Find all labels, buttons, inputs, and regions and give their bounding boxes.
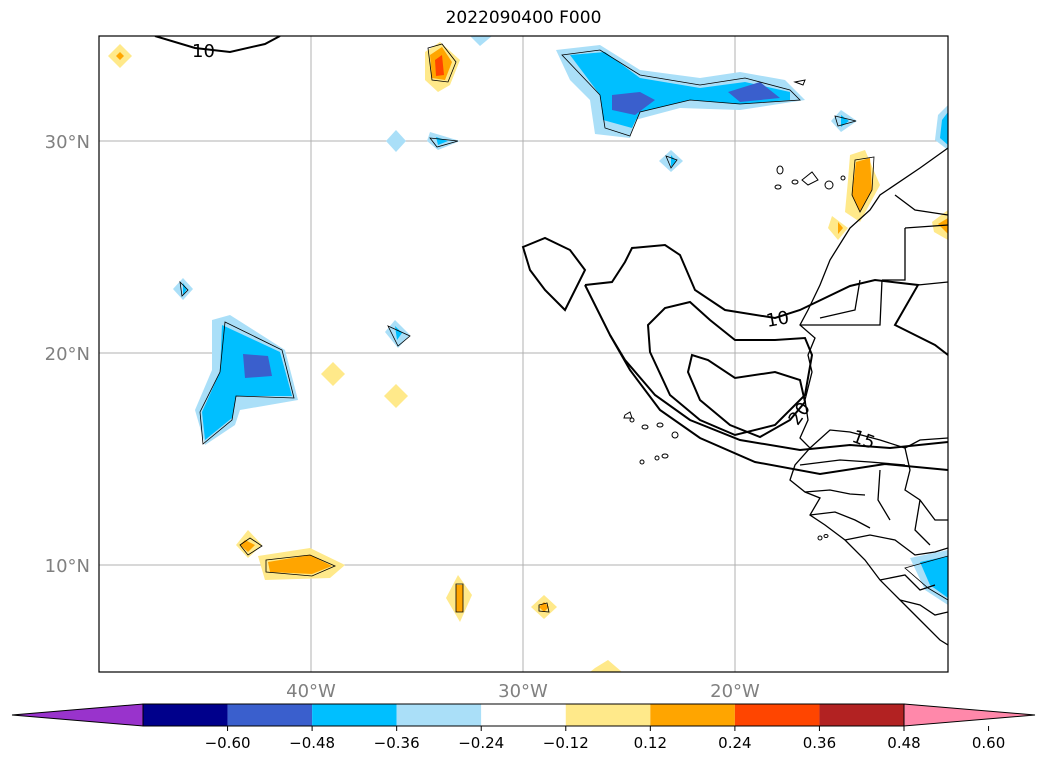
colorbar-box — [143, 704, 228, 726]
negative-anomaly-patches — [173, 36, 948, 605]
colorbar-extend-low — [11, 703, 144, 727]
colorbar-extend-high — [903, 703, 1036, 727]
colorbar-box — [819, 704, 904, 726]
lon-labels: 40°W 30°W 20°W — [286, 681, 760, 702]
anomaly-outlines — [179, 43, 948, 613]
colorbar-tick-label: 0.12 — [634, 734, 667, 752]
colorbar-tick-label: −0.12 — [543, 734, 589, 752]
colorbar-box — [227, 704, 313, 726]
coastlines — [789, 147, 948, 646]
colorbar-tick-label: −0.60 — [205, 734, 251, 752]
colorbar-box — [312, 704, 397, 726]
colorbar-tick-label: 0.36 — [803, 734, 836, 752]
contour-label: 10 — [192, 41, 215, 62]
lat-label-10n: 10°N — [45, 556, 90, 577]
map-title: 2022090400 F000 — [445, 8, 602, 28]
islands — [623, 79, 846, 541]
colorbar-tick-label: −0.36 — [374, 734, 420, 752]
colorbar-tick-label: −0.24 — [458, 734, 504, 752]
colorbar-tick-label: −0.48 — [289, 734, 335, 752]
colorbar-box — [650, 704, 735, 726]
lon-label-20w: 20°W — [710, 681, 760, 702]
colorbar-outline — [142, 703, 905, 727]
colorbar-tick-label: 0.48 — [887, 734, 920, 752]
colorbar-box — [481, 704, 566, 726]
lon-label-40w: 40°W — [286, 681, 336, 702]
colorbar-box — [734, 704, 820, 726]
colorbar-tick-label: 0.24 — [718, 734, 751, 752]
positive-anomaly-patches — [108, 42, 948, 672]
colorbar-tick-label: 0.60 — [972, 734, 1005, 752]
colorbar: −0.60 −0.48 −0.36 −0.24 −0.12 0.12 0.24 0.36 0.4… — [11, 703, 1036, 752]
map-frame — [98, 35, 949, 673]
lat-label-30n: 30°N — [45, 132, 90, 153]
lat-label-20n: 20°N — [45, 344, 90, 365]
lon-label-30w: 30°W — [498, 681, 548, 702]
colorbar-box — [396, 704, 482, 726]
lat-labels: 30°N 20°N 10°N — [45, 132, 90, 577]
contour-label: 10 — [765, 307, 791, 332]
contour-lines — [154, 36, 948, 476]
colorbar-box — [565, 704, 651, 726]
